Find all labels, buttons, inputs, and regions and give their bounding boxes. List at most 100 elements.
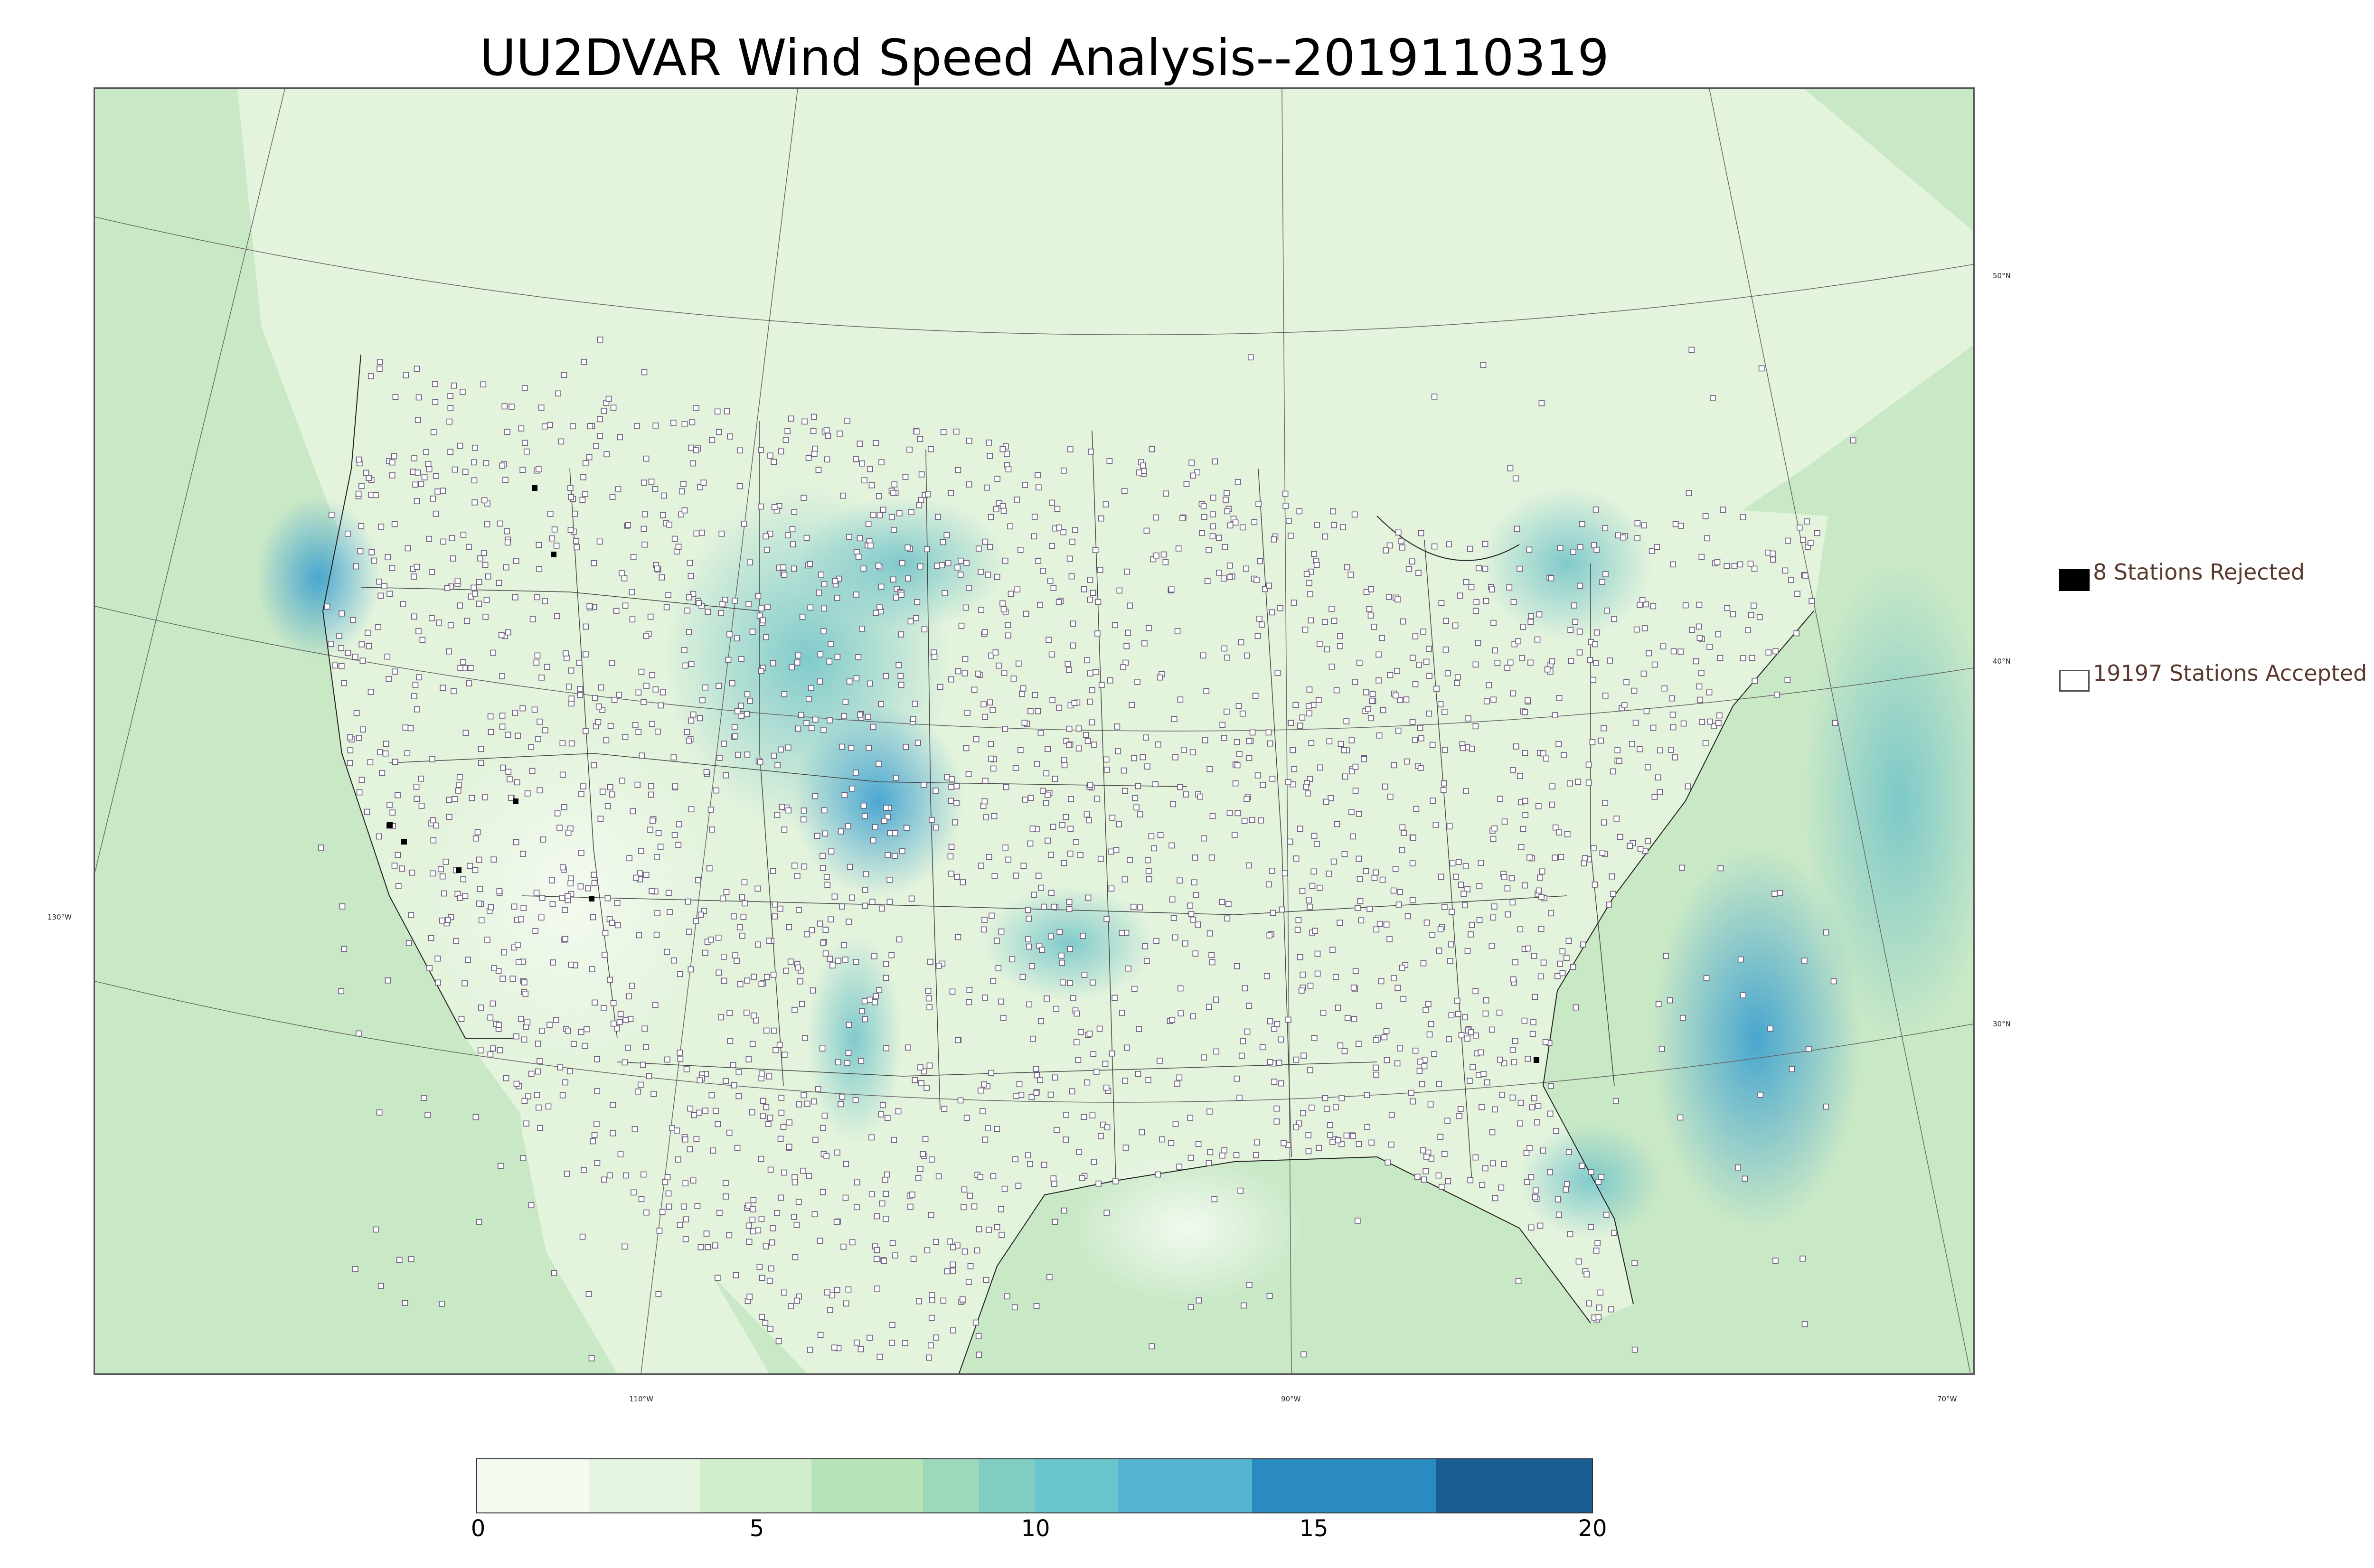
accepted-station — [1341, 1048, 1348, 1054]
accepted-station — [770, 660, 776, 667]
accepted-station — [1631, 1260, 1638, 1266]
accepted-station — [1784, 677, 1791, 683]
accepted-station — [1565, 938, 1572, 944]
accepted-station — [1531, 953, 1537, 959]
accepted-station — [846, 1022, 852, 1028]
accepted-station — [1305, 1148, 1312, 1155]
accepted-station — [1061, 1207, 1067, 1214]
accepted-station — [807, 604, 814, 611]
accepted-station — [927, 958, 933, 965]
accepted-station — [955, 668, 961, 675]
accepted-station — [690, 711, 697, 718]
accepted-station — [1570, 964, 1576, 970]
accepted-station — [593, 443, 599, 449]
accepted-station — [940, 1297, 947, 1304]
accepted-station — [504, 539, 511, 546]
accepted-station — [408, 1256, 415, 1262]
accepted-station — [503, 564, 509, 571]
accepted-station — [923, 1085, 930, 1091]
accepted-station — [338, 663, 345, 669]
accepted-station — [389, 565, 396, 571]
accepted-station — [955, 934, 961, 940]
accepted-station — [580, 474, 586, 480]
accepted-station — [923, 546, 930, 553]
accepted-station — [622, 1017, 629, 1023]
accepted-station — [347, 747, 354, 753]
accepted-station — [1090, 590, 1096, 596]
accepted-station — [590, 914, 596, 920]
accepted-station — [423, 449, 429, 455]
accepted-station — [782, 437, 789, 443]
accepted-station — [791, 1174, 798, 1181]
accepted-station — [657, 844, 664, 850]
accepted-station — [562, 1079, 568, 1086]
accepted-station — [1522, 709, 1528, 715]
accepted-station — [1113, 847, 1120, 854]
accepted-station — [1224, 490, 1230, 496]
accepted-station — [805, 455, 812, 461]
accepted-station — [760, 617, 766, 624]
accepted-station — [948, 844, 955, 850]
accepted-station — [683, 1216, 689, 1222]
accepted-station — [1492, 647, 1498, 654]
wind-speed-map[interactable] — [94, 87, 1975, 1375]
accepted-station — [870, 837, 876, 844]
accepted-station — [1116, 821, 1122, 827]
accepted-station — [643, 1044, 649, 1050]
accepted-station — [759, 1070, 765, 1077]
accepted-station — [1241, 817, 1248, 824]
accepted-station — [504, 528, 510, 535]
accepted-station — [638, 848, 644, 854]
accepted-station — [477, 555, 483, 562]
accepted-station — [580, 783, 586, 789]
accepted-station — [686, 929, 692, 935]
accepted-station — [1751, 565, 1758, 572]
accepted-station — [789, 664, 795, 671]
accepted-station — [787, 958, 794, 965]
latitude-graticule — [95, 216, 1973, 1103]
accepted-station — [916, 1298, 922, 1305]
accepted-station — [392, 759, 398, 765]
accepted-station — [636, 932, 642, 939]
accepted-station — [1431, 1051, 1437, 1057]
accepted-station — [1751, 602, 1757, 609]
accepted-station — [1034, 1072, 1040, 1079]
accepted-station — [1019, 691, 1025, 697]
accepted-station — [383, 741, 389, 747]
accepted-station — [1157, 1058, 1163, 1064]
accepted-station — [994, 938, 1000, 944]
accepted-station — [1696, 623, 1702, 630]
accepted-station — [955, 1037, 961, 1043]
accepted-station — [472, 867, 479, 873]
accepted-station — [1528, 613, 1534, 620]
accepted-station — [709, 437, 716, 443]
accepted-station — [1222, 544, 1228, 550]
accepted-station — [1557, 545, 1564, 551]
accepted-station — [650, 817, 656, 824]
accepted-station — [738, 703, 744, 709]
accepted-station — [1383, 921, 1390, 928]
accepted-station — [845, 1050, 852, 1056]
accepted-station — [1316, 884, 1323, 891]
accepted-station — [1233, 1152, 1240, 1158]
accepted-station — [1174, 628, 1181, 634]
accepted-station — [377, 1283, 384, 1289]
accepted-station — [1412, 737, 1418, 743]
accepted-station — [686, 629, 692, 635]
accepted-station — [731, 724, 738, 730]
accepted-station — [980, 1108, 986, 1115]
accepted-station — [478, 1005, 484, 1011]
accepted-station — [1259, 1044, 1266, 1051]
accepted-station — [413, 784, 420, 790]
accepted-station — [589, 966, 595, 972]
accepted-station — [1210, 523, 1216, 530]
accepted-station — [791, 509, 798, 515]
accepted-station — [1004, 1293, 1010, 1300]
lon-label-110: 110°W — [629, 1395, 653, 1403]
lat-label-50: 50°N — [1993, 272, 2011, 280]
accepted-station — [718, 1014, 724, 1021]
accepted-station — [835, 1059, 841, 1066]
accepted-station — [1025, 1152, 1031, 1158]
accepted-station — [1187, 1115, 1194, 1121]
accepted-station — [1009, 956, 1016, 963]
